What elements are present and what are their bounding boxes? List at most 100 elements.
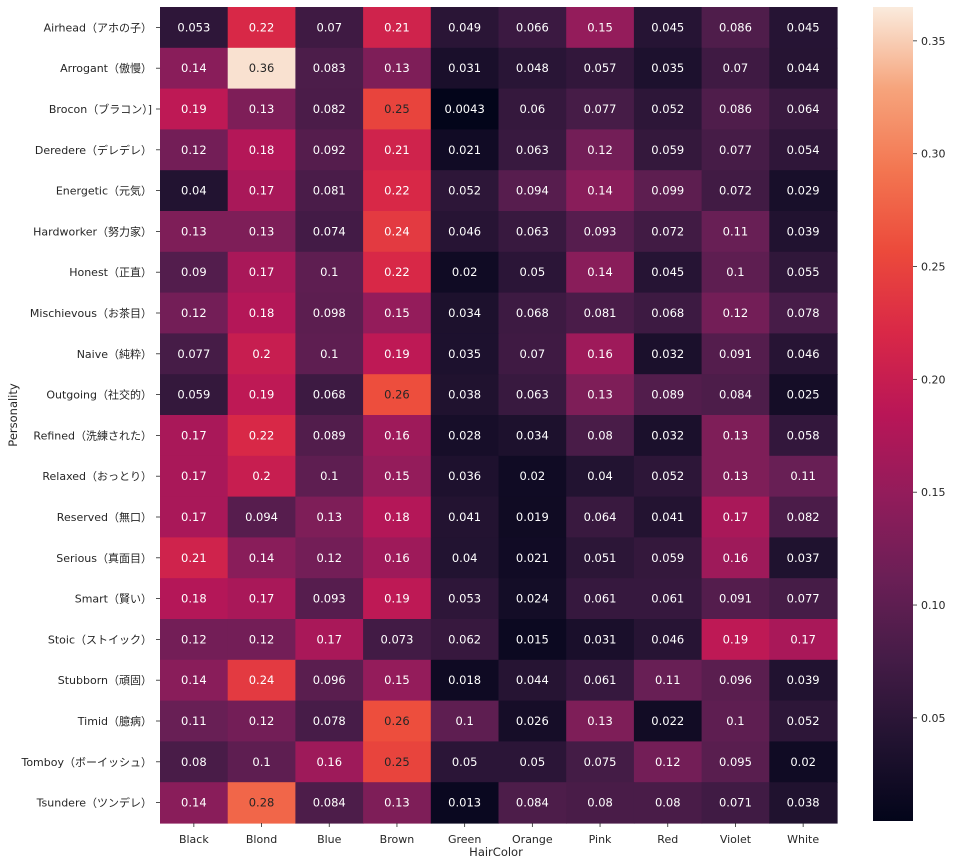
- cell-value-label: 0.022: [651, 714, 684, 728]
- heatmap-cell: [498, 88, 567, 130]
- cell-value-label: 0.094: [245, 510, 278, 524]
- heatmap-cell: [701, 700, 770, 742]
- cell-value-label: 0.045: [651, 265, 684, 279]
- cell-value-label: 0.046: [448, 224, 481, 238]
- cell-value-label: 0.041: [448, 510, 481, 524]
- cell-value-label: 0.16: [587, 347, 613, 361]
- heatmap-cell: [160, 455, 229, 498]
- cell-value-label: 0.081: [313, 184, 346, 198]
- heatmap-cell: [633, 47, 703, 90]
- cell-value-label: 0.031: [448, 61, 481, 75]
- cell-value-label: 0.02: [452, 265, 478, 279]
- cell-value-label: 0.11: [655, 673, 681, 687]
- heatmap-cell: [227, 741, 296, 783]
- heatmap-cell: [701, 88, 770, 130]
- heatmap-cell: [633, 292, 703, 334]
- heatmap-cell: [701, 455, 770, 498]
- cell-value-label: 0.091: [719, 592, 752, 606]
- heatmap-cell: [227, 211, 296, 253]
- heatmap-cell: [160, 129, 229, 171]
- cell-value-label: 0.052: [787, 714, 820, 728]
- cell-value-label: 0.084: [313, 796, 346, 810]
- heatmap-cell: [498, 292, 567, 334]
- heatmap-cell: [769, 782, 838, 824]
- heatmap-cell: [633, 7, 703, 49]
- cell-value-label: 0.068: [313, 388, 346, 402]
- cell-value-label: 0.048: [516, 61, 549, 75]
- cell-value-label: 0.08: [181, 755, 207, 769]
- cell-value-label: 0.19: [384, 347, 410, 361]
- cell-value-label: 0.24: [384, 224, 410, 238]
- cell-value-label: 0.12: [587, 143, 613, 157]
- cell-value-label: 0.12: [249, 632, 275, 646]
- cell-value-label: 0.17: [181, 469, 207, 483]
- heatmap-cell: [430, 415, 500, 457]
- heatmap-cell: [430, 659, 500, 702]
- heatmap-cell: [295, 415, 364, 457]
- heatmap-cell: [769, 455, 838, 498]
- heatmap-cell: [498, 129, 567, 171]
- heatmap-cell: [566, 333, 635, 375]
- cell-value-label: 0.034: [516, 428, 549, 442]
- heatmap-cell: [701, 537, 770, 579]
- cell-value-label: 0.072: [719, 184, 752, 198]
- x-tick-label: White: [787, 833, 819, 846]
- y-tick-label: Smart（賢い）: [75, 593, 152, 606]
- cell-value-label: 0.18: [181, 592, 207, 606]
- heatmap-cell: [701, 659, 770, 702]
- cell-value-label: 0.19: [249, 388, 275, 402]
- heatmap-cell: [363, 619, 432, 661]
- heatmap-cell: [701, 578, 770, 620]
- heatmap-cell: [363, 578, 432, 620]
- cell-value-label: 0.078: [313, 714, 346, 728]
- cell-value-label: 0.12: [181, 306, 207, 320]
- cell-value-label: 0.028: [448, 428, 481, 442]
- cell-value-label: 0.18: [249, 306, 275, 320]
- cell-value-label: 0.037: [787, 551, 820, 565]
- heatmap-cell: [566, 374, 635, 416]
- cell-value-label: 0.17: [249, 265, 275, 279]
- heatmap-cell: [701, 129, 770, 171]
- heatmap-cell: [160, 292, 229, 334]
- cell-value-label: 0.055: [787, 265, 820, 279]
- cell-value-label: 0.063: [516, 224, 549, 238]
- cell-value-label: 0.13: [181, 224, 207, 238]
- cell-value-label: 0.26: [384, 714, 410, 728]
- cell-value-label: 0.28: [249, 796, 275, 810]
- heatmap-cell: [769, 292, 838, 334]
- cell-value-label: 0.052: [651, 469, 684, 483]
- cell-value-label: 0.24: [249, 673, 275, 687]
- cell-value-label: 0.046: [787, 347, 820, 361]
- cell-value-label: 0.15: [384, 469, 410, 483]
- heatmap-cell: [633, 251, 703, 294]
- cell-value-label: 0.13: [316, 510, 342, 524]
- heatmap-cell: [363, 455, 432, 498]
- cell-value-label: 0.084: [516, 796, 549, 810]
- colorbar-gradient: [873, 7, 913, 821]
- colorbar-tick-label: 0.15: [921, 486, 946, 499]
- cell-value-label: 0.064: [584, 510, 617, 524]
- cell-value-label: 0.025: [787, 388, 820, 402]
- cell-value-label: 0.032: [651, 347, 684, 361]
- heatmap-cell: [160, 7, 229, 49]
- cell-value-label: 0.1: [252, 755, 270, 769]
- cell-value-label: 0.18: [249, 143, 275, 157]
- cell-value-label: 0.17: [790, 632, 816, 646]
- heatmap-cell: [633, 782, 703, 824]
- cell-value-label: 0.0043: [445, 102, 485, 116]
- cell-value-label: 0.059: [651, 551, 684, 565]
- cell-value-label: 0.08: [655, 796, 681, 810]
- cell-value-label: 0.16: [723, 551, 749, 565]
- heatmap-cell: [227, 7, 296, 49]
- heatmap-cell: [430, 782, 500, 824]
- cell-value-label: 0.17: [249, 592, 275, 606]
- x-tick-label: Orange: [512, 833, 553, 846]
- heatmap-cell: [160, 741, 229, 783]
- y-tick-label: Hardworker（努力家）: [33, 224, 152, 238]
- heatmap-cell: [498, 251, 567, 294]
- heatmap-cell: [769, 129, 838, 171]
- y-tick-label: Outgoing（社交的）: [46, 388, 152, 402]
- heatmap-cell: [566, 415, 635, 457]
- heatmap-cell: [566, 537, 635, 579]
- cell-value-label: 0.034: [448, 306, 481, 320]
